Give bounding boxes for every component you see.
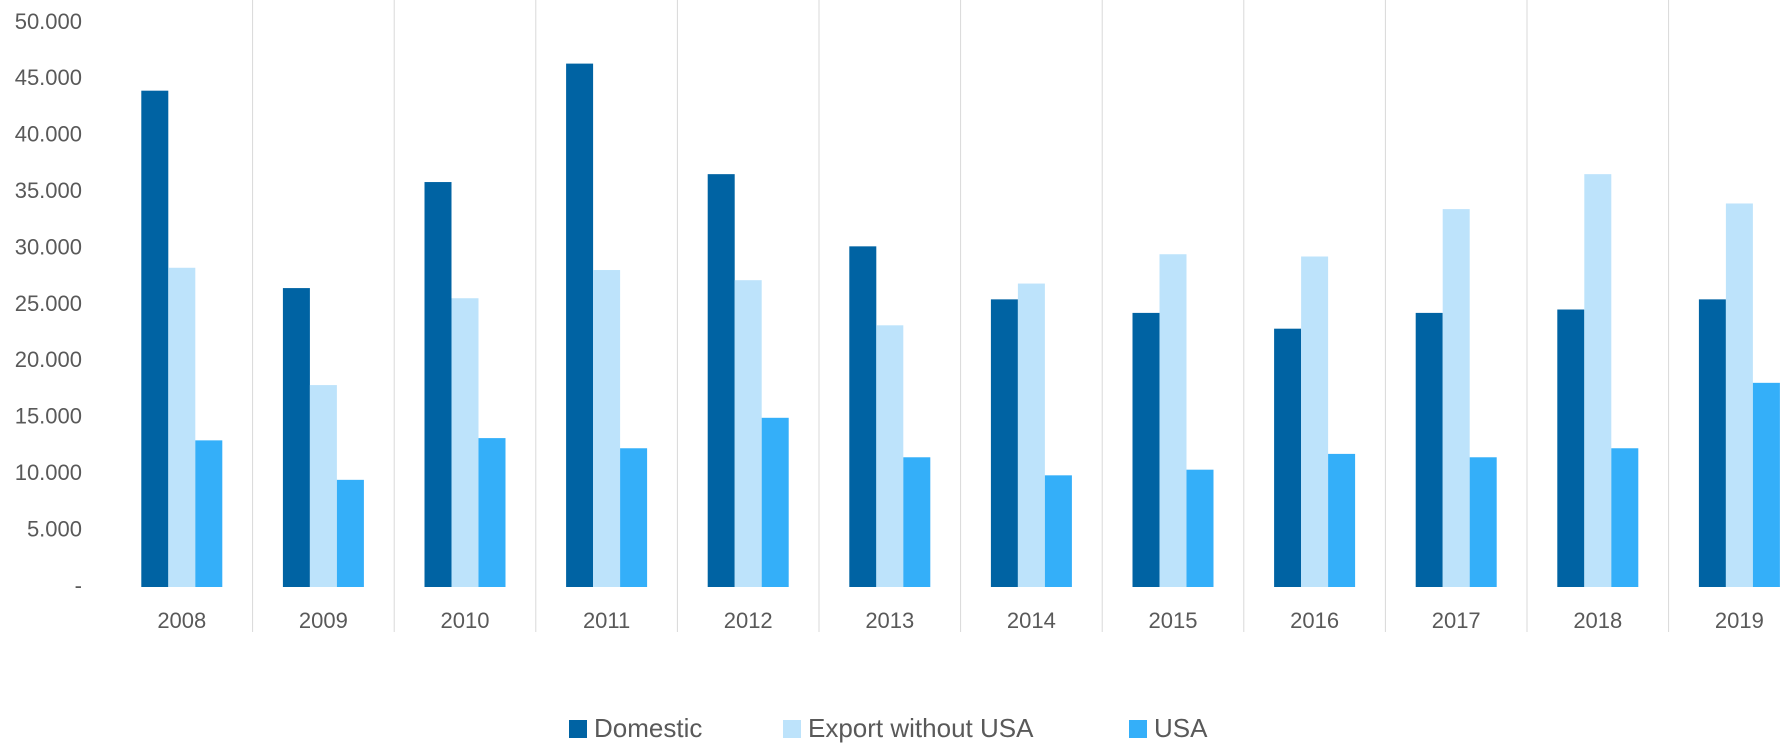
bar bbox=[593, 270, 621, 587]
bar bbox=[1186, 469, 1214, 587]
bar bbox=[168, 267, 196, 587]
bar bbox=[336, 479, 364, 587]
bar bbox=[1611, 448, 1639, 587]
bar bbox=[1698, 299, 1726, 587]
y-tick-label: 5.000 bbox=[27, 516, 82, 541]
bar bbox=[734, 280, 762, 587]
x-tick-label: 2015 bbox=[1149, 608, 1198, 633]
y-tick-label: 35.000 bbox=[15, 178, 82, 203]
legend-swatch bbox=[569, 720, 587, 738]
bar bbox=[761, 417, 789, 587]
bar bbox=[849, 246, 877, 587]
bar bbox=[195, 440, 223, 587]
x-tick-label: 2018 bbox=[1573, 608, 1622, 633]
bar bbox=[1301, 256, 1329, 587]
bar bbox=[1328, 453, 1356, 587]
x-tick-label: 2008 bbox=[157, 608, 206, 633]
bar bbox=[1469, 457, 1497, 587]
x-tick-label: 2012 bbox=[724, 608, 773, 633]
bar bbox=[478, 438, 506, 587]
bar bbox=[1415, 312, 1443, 587]
y-tick-label: 15.000 bbox=[15, 404, 82, 429]
bar bbox=[141, 90, 169, 588]
bar bbox=[282, 288, 310, 587]
bar bbox=[1442, 209, 1470, 587]
y-tick-label: 20.000 bbox=[15, 347, 82, 372]
bar bbox=[566, 63, 594, 587]
bar bbox=[451, 298, 479, 587]
bar bbox=[1159, 254, 1187, 588]
bar bbox=[1584, 174, 1612, 588]
bar bbox=[990, 299, 1018, 587]
bar bbox=[309, 385, 337, 587]
y-tick-label: 50.000 bbox=[15, 9, 82, 34]
x-tick-label: 2011 bbox=[583, 608, 630, 633]
legend-swatch bbox=[783, 720, 801, 738]
bar bbox=[1274, 328, 1302, 587]
y-tick-label: 25.000 bbox=[15, 291, 82, 316]
y-tick-label: - bbox=[75, 573, 82, 598]
x-tick-label: 2019 bbox=[1715, 608, 1764, 633]
bar bbox=[1725, 203, 1753, 588]
bar bbox=[620, 448, 648, 587]
legend-text: USA bbox=[1154, 713, 1208, 743]
x-tick-label: 2017 bbox=[1432, 608, 1481, 633]
bar bbox=[1044, 475, 1072, 587]
bar bbox=[1557, 309, 1585, 587]
bar bbox=[1017, 283, 1045, 587]
x-tick-label: 2010 bbox=[441, 608, 490, 633]
x-tick-label: 2016 bbox=[1290, 608, 1339, 633]
y-tick-label: 10.000 bbox=[15, 460, 82, 485]
bar bbox=[876, 325, 904, 587]
legend-text: Domestic bbox=[594, 713, 702, 743]
x-tick-label: 2013 bbox=[865, 608, 914, 633]
legend-text: Export without USA bbox=[808, 713, 1034, 743]
bar bbox=[903, 457, 931, 587]
legend-swatch bbox=[1129, 720, 1147, 738]
y-tick-label: 40.000 bbox=[15, 122, 82, 147]
y-tick-label: 45.000 bbox=[15, 65, 82, 90]
x-tick-label: 2009 bbox=[299, 608, 348, 633]
x-tick-label: 2014 bbox=[1007, 608, 1056, 633]
bar bbox=[424, 182, 452, 587]
y-tick-label: 30.000 bbox=[15, 234, 82, 259]
bar bbox=[1752, 382, 1780, 587]
bar bbox=[1132, 312, 1160, 587]
bar bbox=[707, 174, 735, 588]
